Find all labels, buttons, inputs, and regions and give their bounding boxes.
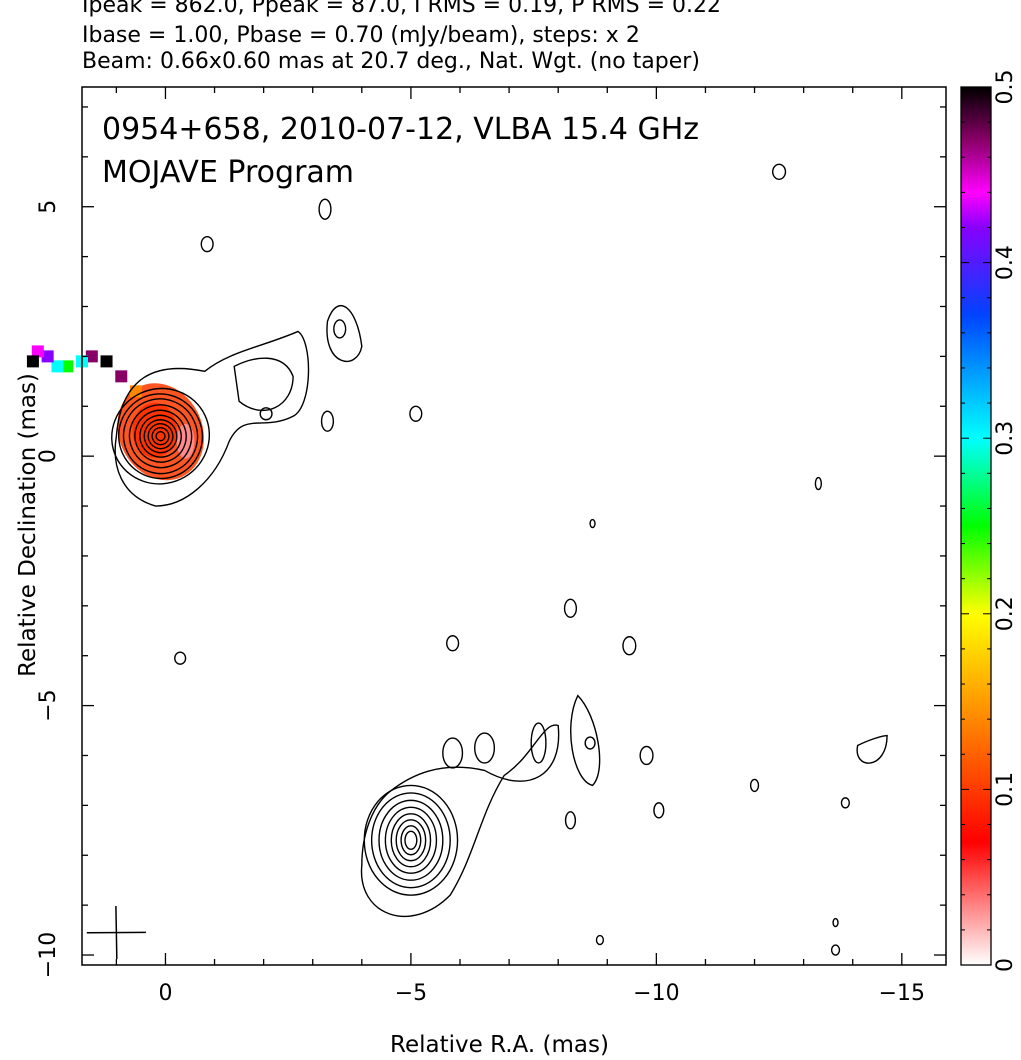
- header-line-1: Ipeak = 862.0, Ppeak = 87.0, I RMS = 0.1…: [82, 0, 721, 18]
- colorbar-tick-label: 0.1: [993, 772, 1018, 807]
- small-contour: [409, 405, 423, 422]
- core-contour: [147, 423, 174, 450]
- small-contour: [840, 797, 850, 809]
- plot-frame: [81, 86, 947, 966]
- colorbar-tick-label: 0.3: [993, 421, 1018, 456]
- x-tick-label: 0: [158, 981, 172, 1006]
- small-contour: [749, 778, 760, 793]
- second-source-outer: [360, 724, 560, 918]
- second-source-contour: [384, 806, 438, 874]
- contour-layer: [111, 163, 888, 956]
- small-contour: [622, 636, 637, 656]
- core-contour: [151, 427, 170, 446]
- pol-pixel: [115, 370, 128, 383]
- jet-knot-contour: [326, 305, 363, 362]
- beam-minor-axis: [115, 906, 118, 960]
- pol-pixel: [100, 355, 113, 368]
- small-contour: [595, 934, 605, 946]
- small-contour: [442, 737, 464, 769]
- y-tick-label: −10: [36, 932, 61, 978]
- second-source-contour: [363, 784, 459, 896]
- y-axis-label: Relative Declination (mas): [15, 373, 41, 677]
- x-tick-label: −10: [633, 981, 679, 1006]
- core-contour: [139, 414, 182, 458]
- jet-outer-contour: [114, 330, 310, 507]
- beam-marker: [86, 906, 146, 960]
- small-contour: [564, 811, 577, 830]
- header-line-2: Ibase = 1.00, Pbase = 0.70 (mJy/beam), s…: [82, 23, 640, 48]
- core-contour: [122, 398, 199, 475]
- small-contour: [200, 235, 214, 253]
- colorbar-tick-label: 0.4: [993, 245, 1018, 280]
- small-contour: [772, 163, 787, 180]
- small-contour: [563, 598, 578, 618]
- second-source-contour: [370, 792, 451, 889]
- small-contour: [530, 722, 547, 764]
- second-source-contour: [400, 825, 422, 856]
- small-contour: [639, 745, 654, 766]
- edge-contour: [856, 734, 888, 764]
- core-contour: [117, 393, 204, 480]
- small-contour: [830, 944, 841, 956]
- x-tick-label: −5: [395, 981, 427, 1006]
- pol-pixel: [61, 360, 74, 373]
- small-contour: [653, 802, 665, 819]
- plot-title-line-1: 0954+658, 2010-07-12, VLBA 15.4 GHz: [102, 112, 699, 147]
- colorbar-tick-label: 0.2: [993, 596, 1018, 631]
- colorbar-scale: [960, 86, 992, 966]
- y-tick-label: 5: [36, 200, 61, 214]
- second-source-contour: [378, 799, 444, 881]
- second-source-contour: [390, 813, 432, 868]
- small-contour: [814, 476, 823, 491]
- jet-far-contour: [570, 694, 601, 787]
- axis-ticks: 0 −5 −10 −15 5 0 −5 −10: [36, 87, 946, 1006]
- core-contour: [143, 419, 178, 454]
- pol-pixel: [26, 355, 39, 368]
- second-source-contour: [395, 819, 427, 862]
- second-source-contour: [404, 830, 418, 850]
- small-contour: [584, 736, 596, 750]
- core-contour: [128, 404, 193, 469]
- pol-pixel: [51, 360, 64, 373]
- small-contour: [318, 198, 332, 220]
- small-contour: [174, 651, 187, 665]
- small-contour: [474, 732, 496, 764]
- y-tick-label: −5: [36, 689, 61, 721]
- small-contour: [589, 518, 596, 529]
- pol-pixel: [85, 350, 98, 363]
- x-axis-label: Relative R.A. (mas): [390, 1032, 609, 1058]
- header-line-3: Beam: 0.66x0.60 mas at 20.7 deg., Nat. W…: [82, 49, 700, 74]
- y-tick-label: 0: [36, 449, 61, 463]
- pol-pixel: [41, 350, 54, 363]
- small-contour: [333, 319, 347, 339]
- colorbar-tick-label: 0.5: [993, 70, 1018, 105]
- small-contour: [832, 917, 839, 928]
- x-tick-label: −15: [879, 981, 925, 1006]
- core-contour: [134, 409, 187, 463]
- small-contour: [320, 410, 335, 432]
- colorbar-tick-label: 0: [993, 958, 1018, 972]
- small-contour: [446, 635, 460, 652]
- core-contour: [155, 431, 166, 442]
- jet-inner-contour: [233, 357, 294, 412]
- colorbar: 0 0.1 0.2 0.3 0.4 0.5: [960, 70, 1018, 972]
- plot-title-line-2: MOJAVE Program: [102, 155, 355, 190]
- pol-pixel: [31, 345, 44, 358]
- small-contour: [259, 407, 273, 421]
